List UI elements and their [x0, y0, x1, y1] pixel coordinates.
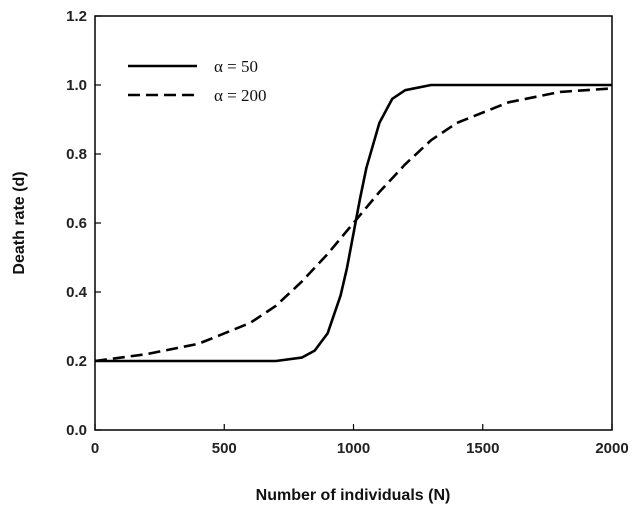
legend-label-1: α = 50: [214, 57, 258, 76]
y-tick-label: 0.6: [66, 215, 87, 232]
x-tick-label: 2000: [595, 440, 628, 457]
x-tick-label: 500: [212, 440, 237, 457]
x-axis-label: Number of individuals (N): [256, 487, 451, 504]
series-layer: [94, 83, 613, 363]
plot-area-frame: [94, 15, 613, 431]
y-tick-label: 1.0: [66, 77, 87, 94]
y-tick-label: 0.4: [66, 284, 88, 301]
x-tick-label: 0: [91, 440, 99, 457]
y-tick-label: 0.0: [66, 422, 87, 439]
y-tick-label: 1.2: [66, 8, 87, 25]
x-axis: 0 500 1000 1500 2000: [91, 424, 629, 457]
y-tick-label: 0.8: [66, 146, 87, 163]
series-line-2: [94, 87, 613, 363]
series-line-1: [95, 83, 612, 363]
x-tick-label: 1500: [466, 440, 499, 457]
y-axis-label: Death rate (d): [11, 171, 28, 274]
y-tick-label: 0.2: [66, 353, 87, 370]
legend: α = 50 α = 200: [128, 57, 267, 105]
x-tick-label: 1000: [337, 440, 370, 457]
legend-label-2: α = 200: [214, 86, 267, 105]
y-axis: 0.0 0.2 0.4 0.6 0.8 1.0 1.2: [66, 8, 101, 439]
